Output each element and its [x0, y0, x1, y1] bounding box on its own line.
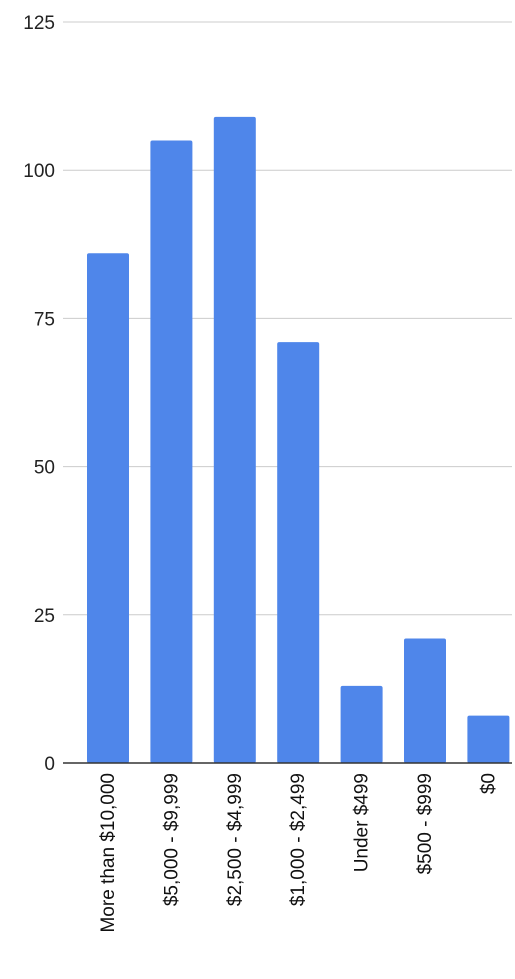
x-tick-label: $5,000 - $9,999 [161, 773, 182, 906]
bar [404, 638, 446, 763]
x-tick-label: Under $499 [352, 773, 373, 872]
x-tick-label: $500 - $999 [415, 773, 436, 874]
bar [340, 685, 383, 763]
bar [467, 715, 510, 763]
x-tick-label: $2,500 - $4,999 [225, 773, 246, 906]
bar [277, 342, 320, 763]
y-tick-label: 100 [23, 161, 55, 182]
gridlines [63, 21, 512, 616]
bar [213, 116, 256, 763]
x-tick-label: $0 [478, 773, 499, 794]
x-tick-label: More than $10,000 [98, 773, 119, 933]
x-axis-tick-labels: More than $10,000 $5,000 - $9,999 $2,500 -… [98, 773, 499, 933]
bar [87, 253, 129, 763]
y-axis-tick-labels: 0 25 50 75 100 125 [23, 13, 55, 775]
y-tick-label: 75 [34, 309, 55, 330]
bar [150, 140, 193, 763]
y-tick-label: 125 [23, 13, 55, 34]
x-tick-label: $1,000 - $2,499 [288, 773, 309, 906]
y-tick-label: 0 [44, 754, 55, 775]
y-tick-label: 25 [34, 606, 55, 627]
y-tick-label: 50 [34, 458, 55, 479]
bars [87, 116, 510, 763]
